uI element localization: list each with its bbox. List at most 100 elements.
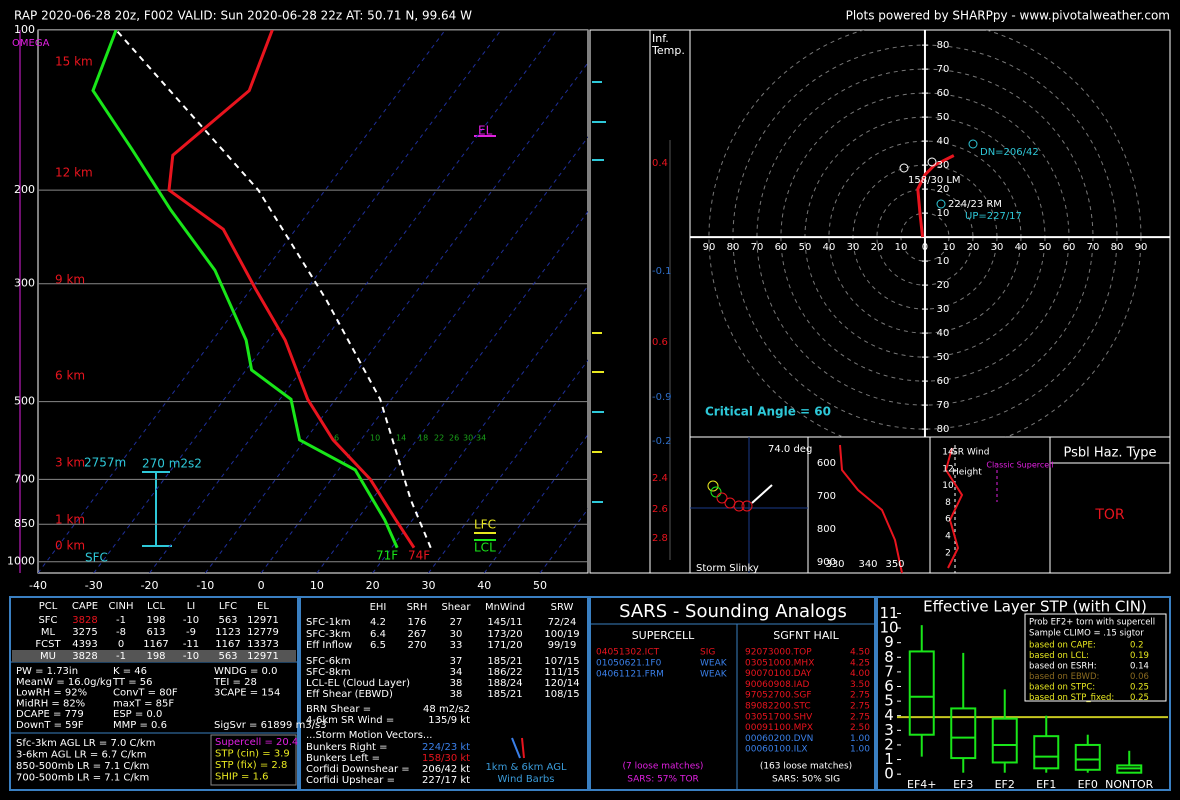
table-cell: 3828 — [72, 651, 97, 662]
kinematic-frame — [299, 596, 589, 791]
row-label: SFC-3km — [306, 629, 351, 640]
row-label: Corfidi Upshear = — [306, 775, 395, 786]
index: DownT = 59F — [16, 720, 84, 731]
x-tick-label: 40 — [823, 242, 836, 253]
index: WNDG = 0.0 — [214, 666, 277, 677]
stp-title: Effective Layer STP (with CIN) — [923, 598, 1147, 616]
x-tick-label: 0 — [922, 242, 928, 253]
sars-size: 4.00 — [850, 669, 870, 679]
x-tick-label: 60 — [1063, 242, 1076, 253]
sars-size: 2.75 — [850, 691, 870, 701]
sars-match: 00060100.ILX — [745, 745, 808, 755]
inftemp-value: 2.8 — [652, 533, 668, 544]
inftemp-value: 2.4 — [652, 473, 668, 484]
sars-subtitle: SGFNT HAIL — [773, 629, 839, 642]
srwind-title: SR Wind — [952, 448, 989, 458]
annotation: EL — [478, 124, 493, 138]
row-label: Corfidi Downshear = — [306, 764, 410, 775]
composite: SHIP = 1.6 — [215, 772, 269, 783]
x-tick-label: 10 — [310, 579, 324, 592]
annotation: 18 — [418, 434, 428, 443]
x-tick-label: 10 — [943, 242, 956, 253]
inset-box — [1024, 613, 1167, 702]
composite: STP (cin) = 3.9 — [215, 749, 290, 760]
sars-size: 2.75 — [850, 702, 870, 712]
y-tick-label: 70 — [937, 400, 950, 411]
hodo-annotation: DN=206/42 — [980, 147, 1039, 158]
theta-y-tick: 900 — [817, 557, 836, 568]
x-tick-label: 40 — [477, 579, 491, 592]
theta-y-tick: 700 — [817, 491, 836, 502]
composite: Supercell = 20.4 — [215, 737, 298, 748]
profile-line — [115, 30, 432, 549]
x-tick-label: -20 — [141, 579, 159, 592]
srwind-ylabel: Height — [952, 468, 982, 478]
table-cell: 48 m2/s2 — [423, 704, 470, 715]
y-tick-label: 6 — [884, 677, 894, 695]
x-tick-label: 50 — [1039, 242, 1052, 253]
x-tick-label: 20 — [967, 242, 980, 253]
y-tick-label: 50 — [937, 112, 950, 123]
index: ConvT = 80F — [113, 688, 178, 699]
table-cell: MU — [40, 651, 56, 662]
inset-label: based on ESRH: — [1029, 662, 1097, 672]
theta-y-tick: 600 — [817, 458, 836, 469]
y-tick-label: 1000 — [7, 555, 35, 568]
inset-label: based on LCL: — [1029, 651, 1089, 661]
sars-match: 90060908.IAD — [745, 680, 809, 690]
slinky-angle: 74.0 deg — [768, 444, 812, 455]
row-label: LCL-EL (Cloud Layer) — [306, 678, 410, 689]
sars-match: 00091100.MPX — [745, 723, 813, 733]
x-tick-label: -10 — [196, 579, 214, 592]
y-tick-label: 20 — [937, 280, 950, 291]
y-tick-label: 500 — [14, 395, 35, 408]
index: MidRH = 82% — [16, 698, 85, 709]
table-cell: 1167 — [215, 639, 240, 650]
index: maxT = 85F — [113, 698, 174, 709]
annotation: 34 — [476, 434, 486, 443]
table-cell: -11 — [183, 639, 199, 650]
y-tick-label: 60 — [937, 88, 950, 99]
slinky-ring — [733, 500, 745, 512]
theta-x-tick: 330 — [825, 559, 844, 570]
slinky-title: Storm Slinky — [696, 563, 759, 574]
table-cell: 120/14 — [544, 678, 579, 689]
row-label: SFC-6km — [306, 656, 351, 667]
y-tick-label: 40 — [937, 328, 950, 339]
inftemp-label: Inf. — [652, 32, 669, 45]
inset-value: 0.25 — [1130, 683, 1149, 693]
table-cell: FCST — [35, 639, 61, 650]
sars-class: WEAK — [700, 670, 728, 680]
table-header: CINH — [109, 601, 134, 612]
y-tick-label: 8 — [884, 648, 894, 666]
isotherm — [260, 136, 588, 573]
row-label: Bunkers Right = — [306, 742, 388, 753]
row-label: Eff Inflow — [306, 640, 352, 651]
table-header: SRH — [407, 602, 428, 613]
annotation: 15 km — [55, 55, 93, 69]
table-cell: 270 — [407, 640, 426, 651]
inftemp-bars — [592, 81, 671, 560]
header-title: RAP 2020-06-28 20z, F002 VALID: Sun 2020… — [14, 9, 472, 23]
x-tick-label: -40 — [29, 579, 47, 592]
isotherm — [483, 433, 588, 573]
y-tick-label: 60 — [937, 376, 950, 387]
annotation: 10 — [370, 434, 380, 443]
lapse-rate: 700-500mb LR = 7.1 C/km — [16, 773, 149, 784]
srwind-profile — [944, 447, 964, 569]
hodo-line — [916, 154, 955, 238]
table-cell: 4393 — [72, 639, 97, 650]
annotation: LFC — [474, 518, 496, 532]
inset-value: 0.25 — [1130, 693, 1149, 703]
box — [908, 650, 935, 736]
sars-match: 92073000.TOP — [745, 648, 812, 658]
inset-title: Prob EF2+ torn with supercell — [1029, 618, 1155, 628]
table-cell: 563 — [218, 615, 237, 626]
sars-match: 03051000.MHX — [745, 658, 814, 668]
barb-icon — [521, 737, 525, 759]
y-tick-label: 200 — [14, 183, 35, 196]
x-tick-label: 30 — [421, 579, 435, 592]
table-cell: 186/22 — [487, 667, 522, 678]
y-tick-label: 9 — [884, 633, 894, 651]
